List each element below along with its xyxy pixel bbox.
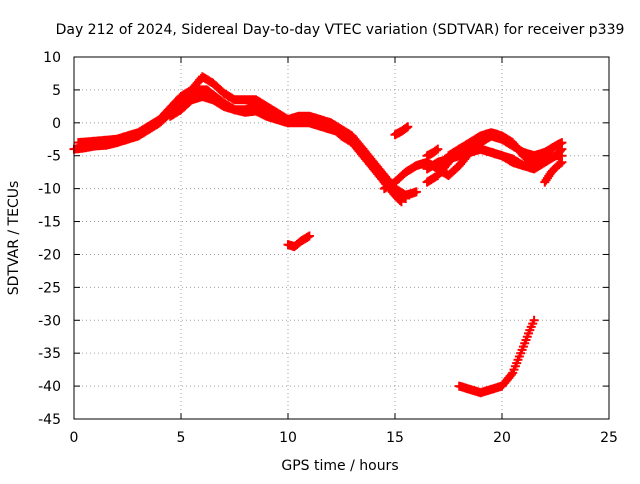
y-tick-label: 0 (52, 116, 61, 132)
series-markers-segment-15h (390, 122, 413, 140)
series-segment-22h (540, 157, 567, 187)
series-track-c (165, 92, 411, 203)
plot-frame (73, 56, 610, 420)
x-tick-label: 15 (386, 430, 404, 446)
x-tick-label: 5 (177, 430, 186, 446)
series-markers-segment-22h (540, 157, 567, 187)
y-tick-label: 10 (43, 50, 61, 66)
series-markers-segment-18h (454, 315, 539, 398)
y-tick-label: -5 (47, 149, 61, 165)
y-tick-label: -45 (38, 412, 61, 428)
series-track-g (422, 144, 535, 174)
y-tick-label: -25 (38, 280, 61, 296)
chart-title: Day 212 of 2024, Sidereal Day-to-day VTE… (56, 22, 625, 38)
series-segment-18h (454, 315, 539, 398)
y-tick-label: -20 (38, 247, 61, 263)
series-markers-track-g (422, 144, 535, 174)
axis-ticks: 0 5 10 15 20 25 10 5 0 -5 -10 -15 -20 -25 -30 -35 -40 -45 (38, 50, 618, 446)
series-markers-track-b (73, 72, 406, 207)
data-layer (69, 72, 567, 398)
series-markers-segment-10h (283, 231, 314, 252)
series-markers-segment-17h (422, 144, 443, 161)
y-axis-label: SDTVAR / TECUs (6, 181, 22, 296)
series-markers-track-c (165, 92, 411, 203)
y-tick-label: -30 (38, 313, 61, 329)
x-tick-label: 20 (493, 430, 511, 446)
y-tick-label: 5 (52, 83, 61, 99)
x-tick-label: 25 (600, 430, 618, 446)
grid (74, 57, 609, 419)
x-axis-label: GPS time / hours (281, 458, 398, 474)
series-segment-15h (390, 122, 413, 140)
y-tick-label: -40 (38, 379, 61, 395)
series-track-b (73, 72, 406, 207)
x-tick-label: 10 (279, 430, 297, 446)
y-tick-label: -15 (38, 215, 61, 231)
series-segment-10h (283, 231, 314, 252)
y-tick-label: -35 (38, 346, 61, 362)
y-tick-label: -10 (38, 182, 61, 198)
x-tick-label: 0 (70, 430, 79, 446)
series-segment-17h (422, 144, 443, 161)
